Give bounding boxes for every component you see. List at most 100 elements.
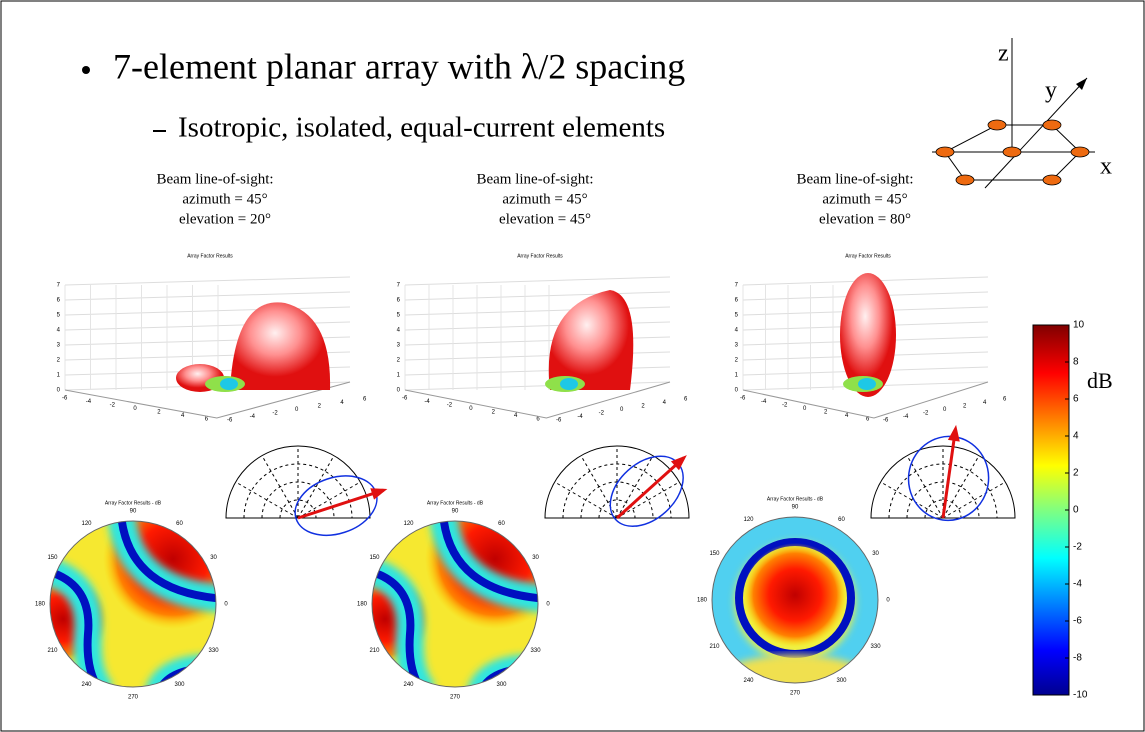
tick-label: 7 bbox=[57, 283, 61, 289]
angle-label: 0 bbox=[886, 598, 890, 604]
tick-label: 1 bbox=[397, 373, 401, 379]
lobe bbox=[840, 273, 896, 397]
angle-label: 270 bbox=[450, 695, 461, 701]
grid-line bbox=[64, 291, 351, 301]
angle-label: 300 bbox=[836, 678, 847, 684]
bottom bbox=[725, 655, 865, 683]
plot-title: Array Factor Results bbox=[187, 253, 233, 259]
colorbar bbox=[1032, 324, 1070, 696]
beam-arrow bbox=[941, 428, 958, 519]
angle-label: 60 bbox=[498, 521, 505, 527]
angle-label: 120 bbox=[743, 517, 754, 523]
tick-label: -2 bbox=[923, 411, 929, 417]
tick-label: 4 bbox=[983, 400, 987, 406]
colorbar-tick-label: 0 bbox=[1073, 505, 1079, 516]
polar-ring bbox=[598, 499, 636, 519]
colorbar-tick-label: -4 bbox=[1073, 579, 1082, 590]
subtitle: Isotropic, isolated, equal-current eleme… bbox=[178, 112, 665, 144]
plot-title: Array Factor Results - dB bbox=[427, 500, 484, 506]
tick-label: 2 bbox=[157, 410, 161, 416]
tick-label: -6 bbox=[556, 418, 562, 424]
polar-spoke bbox=[297, 481, 361, 519]
grid-line bbox=[404, 291, 671, 301]
polar-plot bbox=[870, 424, 1016, 522]
polar-spoke bbox=[942, 481, 1006, 519]
tick-label: 4 bbox=[397, 328, 401, 334]
tick-label: 2 bbox=[641, 404, 645, 410]
plot-title: Array Factor Results - dB bbox=[105, 500, 162, 506]
angle-label: 210 bbox=[47, 648, 58, 654]
angle-label: 270 bbox=[128, 695, 139, 701]
polar-spoke bbox=[297, 455, 335, 519]
angle-label: 120 bbox=[403, 521, 414, 527]
polar-outline bbox=[544, 445, 690, 519]
tick-label: 3 bbox=[735, 343, 739, 349]
tick-label: 0 bbox=[735, 388, 739, 394]
box bbox=[404, 381, 671, 419]
tick-label: 4 bbox=[663, 400, 667, 406]
tick-label: 0 bbox=[620, 407, 624, 413]
heatmap-border bbox=[49, 520, 217, 688]
polar-spoke bbox=[906, 455, 944, 519]
tick-label: 6 bbox=[536, 417, 540, 423]
tick-label: 4 bbox=[735, 328, 739, 334]
tick-label: 4 bbox=[514, 413, 518, 419]
tick-label: -2 bbox=[599, 411, 605, 417]
beam-label: Beam line-of-sight: bbox=[156, 171, 273, 187]
polar-spoke bbox=[261, 455, 299, 519]
polar-ring bbox=[261, 481, 335, 519]
tick-label: 0 bbox=[943, 407, 947, 413]
tick-label: 0 bbox=[57, 388, 61, 394]
colorbar-tick-label: -6 bbox=[1073, 616, 1082, 627]
colorbar-unit: dB bbox=[1087, 368, 1113, 393]
beam-label: elevation = 20° bbox=[179, 211, 271, 227]
tick-label: -4 bbox=[761, 399, 767, 405]
angle-label: 180 bbox=[357, 602, 368, 608]
polar-spoke bbox=[616, 455, 654, 519]
polar-ring bbox=[906, 481, 980, 519]
grid-line bbox=[404, 276, 671, 286]
lobe bbox=[230, 302, 331, 390]
beam-label: elevation = 45° bbox=[499, 211, 591, 227]
beam-label: azimuth = 45° bbox=[502, 191, 587, 207]
lobe-base bbox=[858, 378, 876, 390]
beam-label: elevation = 80° bbox=[819, 211, 911, 227]
tick-label: 0 bbox=[469, 406, 473, 412]
angle-label: 60 bbox=[838, 517, 845, 523]
tick-label: 0 bbox=[295, 407, 299, 413]
tick-label: 3 bbox=[397, 343, 401, 349]
tick-label: 2 bbox=[57, 358, 61, 364]
tick-label: 0 bbox=[133, 406, 137, 412]
polar-plot bbox=[544, 438, 690, 527]
grid-line bbox=[64, 276, 351, 286]
tick-label: 4 bbox=[57, 328, 61, 334]
beam-label: azimuth = 45° bbox=[822, 191, 907, 207]
tick-label: -2 bbox=[110, 403, 116, 409]
angle-label: 0 bbox=[546, 602, 550, 608]
angle-label: 330 bbox=[209, 648, 220, 654]
angle-label: 300 bbox=[174, 682, 185, 688]
arrow-head bbox=[670, 455, 687, 471]
tick-label: 1 bbox=[735, 373, 739, 379]
angle-label: 330 bbox=[871, 644, 882, 650]
null bbox=[735, 538, 855, 658]
tick-label: -2 bbox=[447, 403, 453, 409]
tick-label: 3 bbox=[57, 343, 61, 349]
angle-label: 240 bbox=[743, 678, 754, 684]
polar-ring bbox=[924, 499, 962, 519]
tick-label: 6 bbox=[397, 298, 401, 304]
angle-label: 330 bbox=[531, 648, 542, 654]
angle-label: 240 bbox=[403, 682, 414, 688]
angle-label: 60 bbox=[176, 521, 183, 527]
angle-label: 240 bbox=[81, 682, 92, 688]
angle-label: 180 bbox=[697, 598, 708, 604]
tick-label: -6 bbox=[402, 396, 408, 402]
angle-label: 30 bbox=[532, 555, 539, 561]
angle-label: 210 bbox=[369, 648, 380, 654]
angle-label: 30 bbox=[872, 551, 879, 557]
tick-label: 0 bbox=[803, 406, 807, 412]
angle-label: 150 bbox=[709, 551, 720, 557]
colorbar-tick-label: -8 bbox=[1073, 653, 1082, 664]
tick-label: -4 bbox=[424, 399, 430, 405]
title: 7-element planar array with λ/2 spacing bbox=[113, 46, 685, 86]
